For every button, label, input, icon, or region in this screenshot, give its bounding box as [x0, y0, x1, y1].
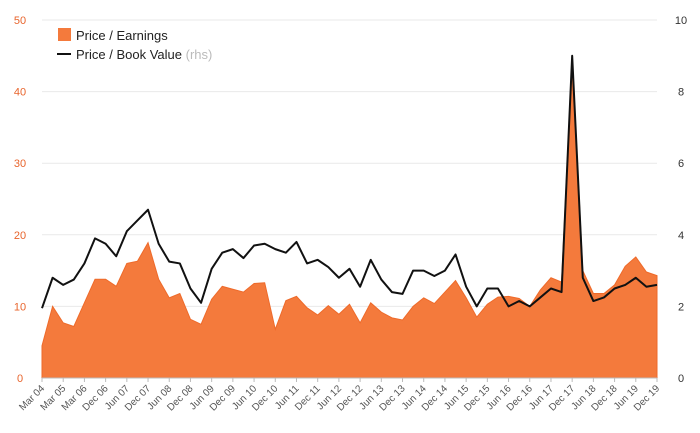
- legend: Price / Earnings Price / Book Value (rhs…: [57, 28, 212, 62]
- legend-rhs-note: (rhs): [186, 47, 213, 62]
- left-axis-tick-label: 40: [14, 87, 26, 99]
- right-axis-tick-label: 0: [678, 373, 684, 385]
- price-book-line: [41, 54, 658, 309]
- left-axis-tick-label: 50: [14, 15, 26, 27]
- legend-pe-swatch: [58, 28, 71, 41]
- right-axis-tick-label: 2: [678, 301, 684, 313]
- legend-pb-text: Price / Book Value: [76, 47, 182, 62]
- right-axis-tick-label: 4: [678, 230, 684, 242]
- legend-pb-label: Price / Book Value (rhs): [76, 47, 212, 62]
- left-axis-tick-label: 10: [14, 301, 26, 313]
- left-axis-tick-labels: 0 10 20 30 40 50: [14, 15, 26, 385]
- x-axis-ticks: [41, 378, 658, 382]
- left-axis-tick-label: 0: [17, 373, 23, 385]
- legend-pe-label: Price / Earnings: [76, 28, 168, 43]
- right-axis-tick-label: 8: [678, 87, 684, 99]
- left-axis-tick-label: 30: [14, 158, 26, 170]
- right-axis-tick-label: 6: [678, 158, 684, 170]
- right-axis-tick-labels: 0 2 4 6 8 10: [675, 15, 687, 385]
- right-axis-tick-label: 10: [675, 15, 687, 27]
- left-axis-tick-label: 20: [14, 230, 26, 242]
